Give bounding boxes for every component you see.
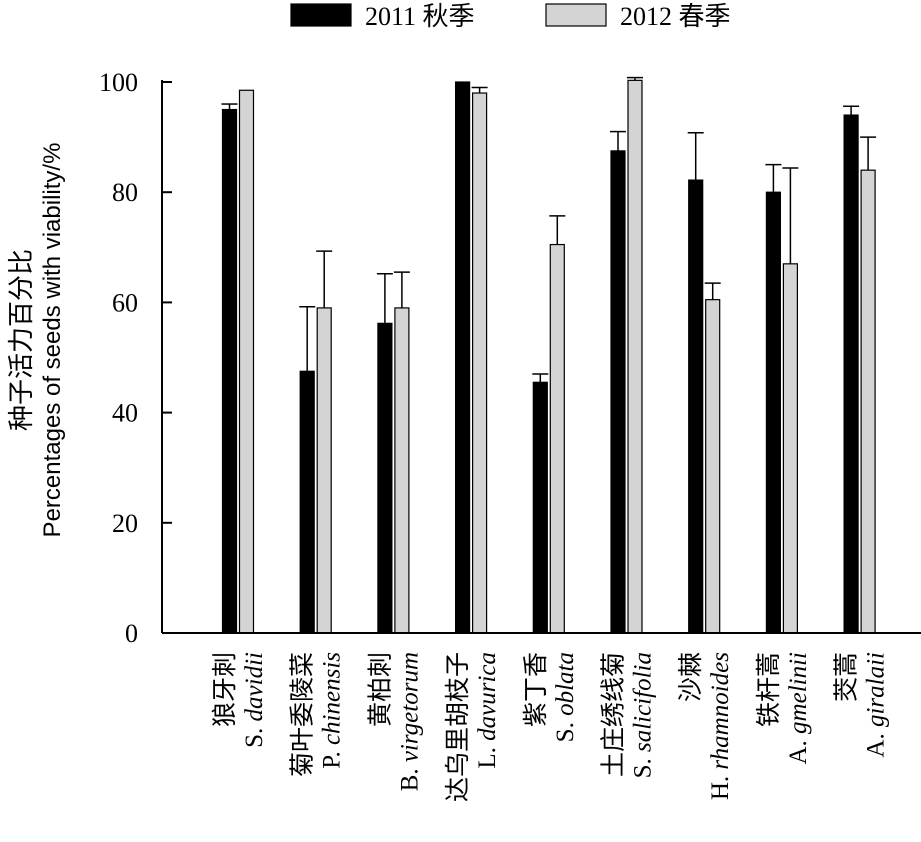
category-cn-8: 茭蒿 xyxy=(832,652,861,702)
y-axis: 0 20 40 60 80 100 xyxy=(99,68,172,648)
category-latin-genus-1: P. xyxy=(319,745,346,769)
category-latin-genus-8: A. xyxy=(863,727,890,758)
legend: 2011 秋季 2012 春季 xyxy=(290,2,731,31)
category-latin-species-2: virgetorum xyxy=(396,652,423,762)
category-latin-genus-7: A. xyxy=(785,734,812,765)
bar-0-2 xyxy=(377,322,393,634)
category-cn-6: 沙棘 xyxy=(676,652,705,702)
category-latin-2: B. virgetorum xyxy=(396,652,423,791)
bar-1-6 xyxy=(705,299,721,634)
category-latin-genus-2: B. xyxy=(396,762,423,791)
y-tick-label-60: 60 xyxy=(112,288,138,317)
category-cn-7: 铁杆蒿 xyxy=(754,652,783,727)
bar-0-3 xyxy=(455,81,471,634)
bars xyxy=(221,79,876,634)
category-latin-species-7: gmelinii xyxy=(785,652,812,734)
y-axis-label-en: Percentages of seeds with viability/% xyxy=(39,143,66,538)
category-latin-7: A. gmelinii xyxy=(785,652,812,765)
category-latin-species-8: giralaii xyxy=(863,652,890,727)
category-cn-4: 紫丁香 xyxy=(521,652,550,727)
bar-0-8 xyxy=(843,114,859,634)
category-cn-1: 菊叶委陵菜 xyxy=(288,652,317,777)
category-label-5: 土庄绣线菊 S. salicifolia xyxy=(599,652,657,778)
category-latin-species-3: davurica xyxy=(474,652,501,741)
bar-1-0 xyxy=(238,89,255,634)
bar-1-3 xyxy=(472,92,488,634)
y-axis-title: 种子活力百分比 Percentages of seeds with viabil… xyxy=(7,143,66,538)
bar-0-1 xyxy=(299,370,315,634)
category-latin-species-1: chinensis xyxy=(319,652,346,745)
y-tick-label-20: 20 xyxy=(112,509,138,538)
category-label-6: 沙棘H. rhamnoides xyxy=(676,652,734,800)
category-cn-0: 狼牙刺 xyxy=(210,652,239,727)
category-label-3: 达乌里胡枝子 L. davurica xyxy=(443,652,501,802)
category-latin-species-5: salicifolia xyxy=(630,652,657,752)
category-latin-0: S. davidii xyxy=(241,652,268,748)
bar-0-0 xyxy=(221,108,238,634)
category-latin-genus-6: H. xyxy=(707,770,734,801)
bar-0-5 xyxy=(610,150,626,634)
category-latin-genus-5: S. xyxy=(630,752,657,778)
category-cn-3: 达乌里胡枝子 xyxy=(443,652,472,802)
legend-label-1: 2012 春季 xyxy=(620,2,731,31)
category-label-8: 茭蒿A. giralaii xyxy=(832,652,890,758)
legend-swatch-1 xyxy=(545,3,607,27)
category-latin-3: L. davurica xyxy=(474,652,501,769)
category-latin-species-4: oblata xyxy=(552,652,579,716)
category-cn-5: 土庄绣线菊 xyxy=(599,652,628,777)
category-latin-species-0: davidii xyxy=(241,652,268,721)
category-cn-2: 黄柏刺 xyxy=(365,652,394,727)
bar-1-7 xyxy=(782,263,799,634)
bar-1-1 xyxy=(316,307,332,634)
category-latin-1: P. chinensis xyxy=(319,652,346,769)
y-tick-label-0: 0 xyxy=(125,619,138,648)
category-label-1: 菊叶委陵菜 P. chinensis xyxy=(288,652,346,777)
bar-0-6 xyxy=(688,179,704,634)
y-tick-label-40: 40 xyxy=(112,399,138,428)
category-latin-genus-4: S. xyxy=(552,716,579,742)
category-latin-genus-0: S. xyxy=(241,721,268,747)
category-latin-8: A. giralaii xyxy=(863,652,890,758)
y-tick-label-100: 100 xyxy=(99,68,138,97)
y-tick-label-80: 80 xyxy=(112,178,138,207)
bar-0-4 xyxy=(532,381,548,634)
bar-0-7 xyxy=(765,191,782,634)
bar-1-5 xyxy=(627,79,643,634)
legend-label-0: 2011 秋季 xyxy=(365,2,475,31)
bar-1-2 xyxy=(394,307,410,634)
category-latin-6: H. rhamnoides xyxy=(707,652,734,800)
bar-1-4 xyxy=(549,243,565,634)
category-latin-species-6: rhamnoides xyxy=(707,652,734,770)
category-latin-4: S. oblata xyxy=(552,652,579,742)
legend-swatch-0 xyxy=(290,3,352,27)
category-latin-genus-3: L. xyxy=(474,741,501,769)
bar-1-8 xyxy=(860,169,876,634)
y-axis-label-cn: 种子活力百分比 xyxy=(7,249,37,431)
error-bars xyxy=(221,76,877,383)
category-latin-5: S. salicifolia xyxy=(630,652,657,778)
